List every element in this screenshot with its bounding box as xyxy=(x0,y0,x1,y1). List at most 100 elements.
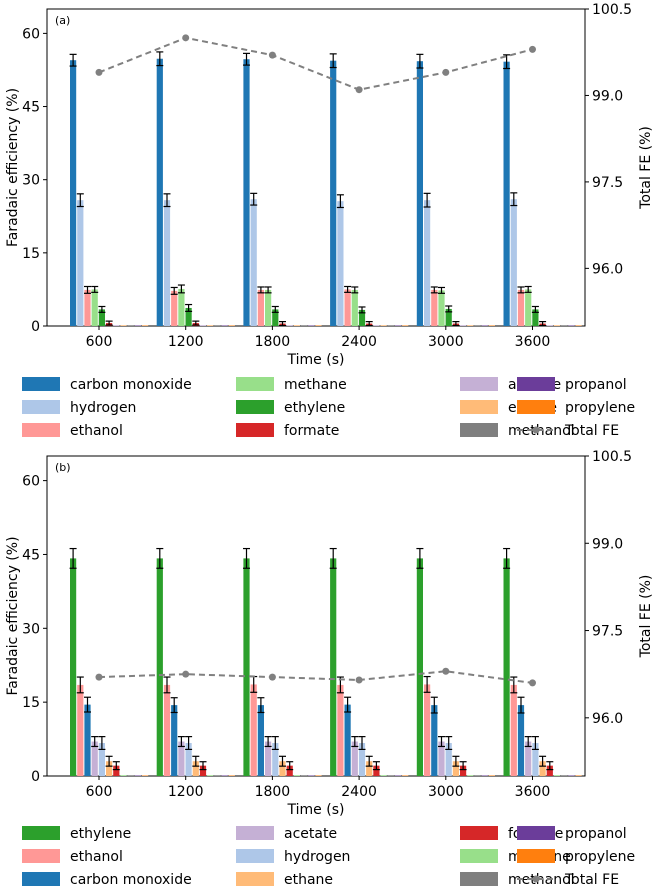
legend-label: ethylene xyxy=(70,826,131,842)
bar-formate xyxy=(546,765,553,776)
legend-swatch xyxy=(22,377,60,391)
x-tick-label: 1200 xyxy=(168,784,204,800)
bar-ethane xyxy=(120,325,127,326)
legend-swatch xyxy=(460,400,498,414)
bar-hydrogen xyxy=(272,743,279,776)
legend-swatch-total-fe-marker xyxy=(532,875,540,883)
legend-swatch-total-fe-marker xyxy=(532,426,540,434)
bar-hydrogen xyxy=(532,743,539,776)
legend-swatch xyxy=(460,423,498,437)
y-right-axis-label: Total FE (%) xyxy=(638,575,654,659)
bar-hydrogen xyxy=(445,743,452,776)
x-tick-label: 600 xyxy=(86,334,113,350)
bar-carbon-monoxide xyxy=(171,705,178,776)
bar-hydrogen xyxy=(424,200,431,326)
legend-swatch xyxy=(236,872,274,886)
legend-label: propylene xyxy=(565,400,635,416)
legend-swatch xyxy=(236,826,274,840)
legend-swatch xyxy=(236,849,274,863)
total-fe-line xyxy=(98,36,533,91)
chart-panel-a: (a) 0 15 30 45 60 96.0 97.5 99.0 100.5 Faradaic ef… xyxy=(5,2,654,439)
legend-swatch xyxy=(22,872,60,886)
bar-acetate xyxy=(438,741,445,776)
legend-label: ethylene xyxy=(284,400,345,416)
bar-ethane xyxy=(452,761,459,776)
bar-ethane xyxy=(106,761,113,776)
bar-methanol xyxy=(214,325,221,326)
bar-ethanol xyxy=(77,684,84,776)
bar-hydrogen xyxy=(98,743,105,776)
total-fe-point xyxy=(95,673,103,681)
legend-label: hydrogen xyxy=(70,400,136,416)
bar-methanol xyxy=(474,775,481,776)
bar-acetate xyxy=(460,325,467,326)
bar-hydrogen xyxy=(250,199,257,326)
bar-methane xyxy=(467,775,474,776)
bar-ethylene xyxy=(445,308,452,326)
bar-formate xyxy=(199,765,207,776)
bar-methanol xyxy=(474,325,481,326)
bar-ethylene xyxy=(70,558,77,776)
legend-label: propylene xyxy=(565,849,635,865)
bar-methanol xyxy=(214,775,221,776)
bar-ethane xyxy=(192,761,199,776)
bar-methane xyxy=(178,288,185,326)
x-tick-label: 600 xyxy=(86,784,113,800)
total-fe-point xyxy=(268,51,276,59)
y-right-tick-label: 96.0 xyxy=(592,711,623,727)
bar-ethane xyxy=(467,325,474,326)
y-axis-label: Faradaic efficiency (%) xyxy=(5,88,21,247)
bar-carbon-monoxide xyxy=(344,704,351,776)
x-axis-label: Time (s) xyxy=(287,352,345,368)
bar-hydrogen xyxy=(77,200,84,326)
legend-swatch xyxy=(460,849,498,863)
x-tick-label: 1800 xyxy=(255,334,291,350)
bar-methane xyxy=(91,289,98,326)
bar-methane xyxy=(438,290,445,326)
bar-methane xyxy=(553,775,561,776)
bar-ethylene xyxy=(185,307,192,326)
bar-acetate xyxy=(199,325,207,326)
legend-label: ethane xyxy=(284,872,333,888)
total-fe-point xyxy=(95,68,103,76)
y-tick-label: 0 xyxy=(31,319,40,335)
bar-carbon-monoxide xyxy=(70,60,77,326)
bar-ethanol xyxy=(250,684,257,776)
y-right-tick-label: 97.5 xyxy=(592,624,623,640)
bar-ethane xyxy=(366,761,373,776)
legend-swatch xyxy=(517,400,555,414)
y-tick-label: 45 xyxy=(22,547,40,563)
bar-methanol xyxy=(301,775,308,776)
bar-ethylene xyxy=(243,558,250,776)
bar-methane xyxy=(293,775,300,776)
bar-ethylene xyxy=(330,558,337,776)
bar-formate xyxy=(113,765,120,776)
bar-methanol xyxy=(301,325,308,326)
bar-methanol xyxy=(387,775,394,776)
legend-label: propanol xyxy=(565,377,627,393)
legend-label: ethanol xyxy=(70,423,123,439)
bar-ethane xyxy=(293,325,300,326)
legend-swatch xyxy=(460,872,498,886)
bar-ethane xyxy=(279,761,286,776)
bar-carbon-monoxide xyxy=(243,59,250,327)
y-tick-label: 15 xyxy=(22,695,40,711)
bar-ethylene xyxy=(503,558,510,776)
bar-ethylene xyxy=(416,558,423,776)
y-right-tick-label: 100.5 xyxy=(592,2,632,18)
legend-label: carbon monoxide xyxy=(70,872,192,888)
bar-carbon-monoxide xyxy=(431,705,438,776)
bar-ethylene xyxy=(98,309,105,326)
total-fe-point xyxy=(268,673,276,681)
legend-swatch xyxy=(517,377,555,391)
bar-ethane xyxy=(380,325,387,326)
total-fe-point xyxy=(442,667,450,675)
bar-formate xyxy=(286,765,293,776)
bar-acetate xyxy=(113,325,120,326)
legend-label: propanol xyxy=(565,826,627,842)
bar-methane xyxy=(120,775,127,776)
total-fe-point xyxy=(529,679,536,687)
legend-swatch xyxy=(236,377,274,391)
bar-acetate xyxy=(91,741,98,776)
